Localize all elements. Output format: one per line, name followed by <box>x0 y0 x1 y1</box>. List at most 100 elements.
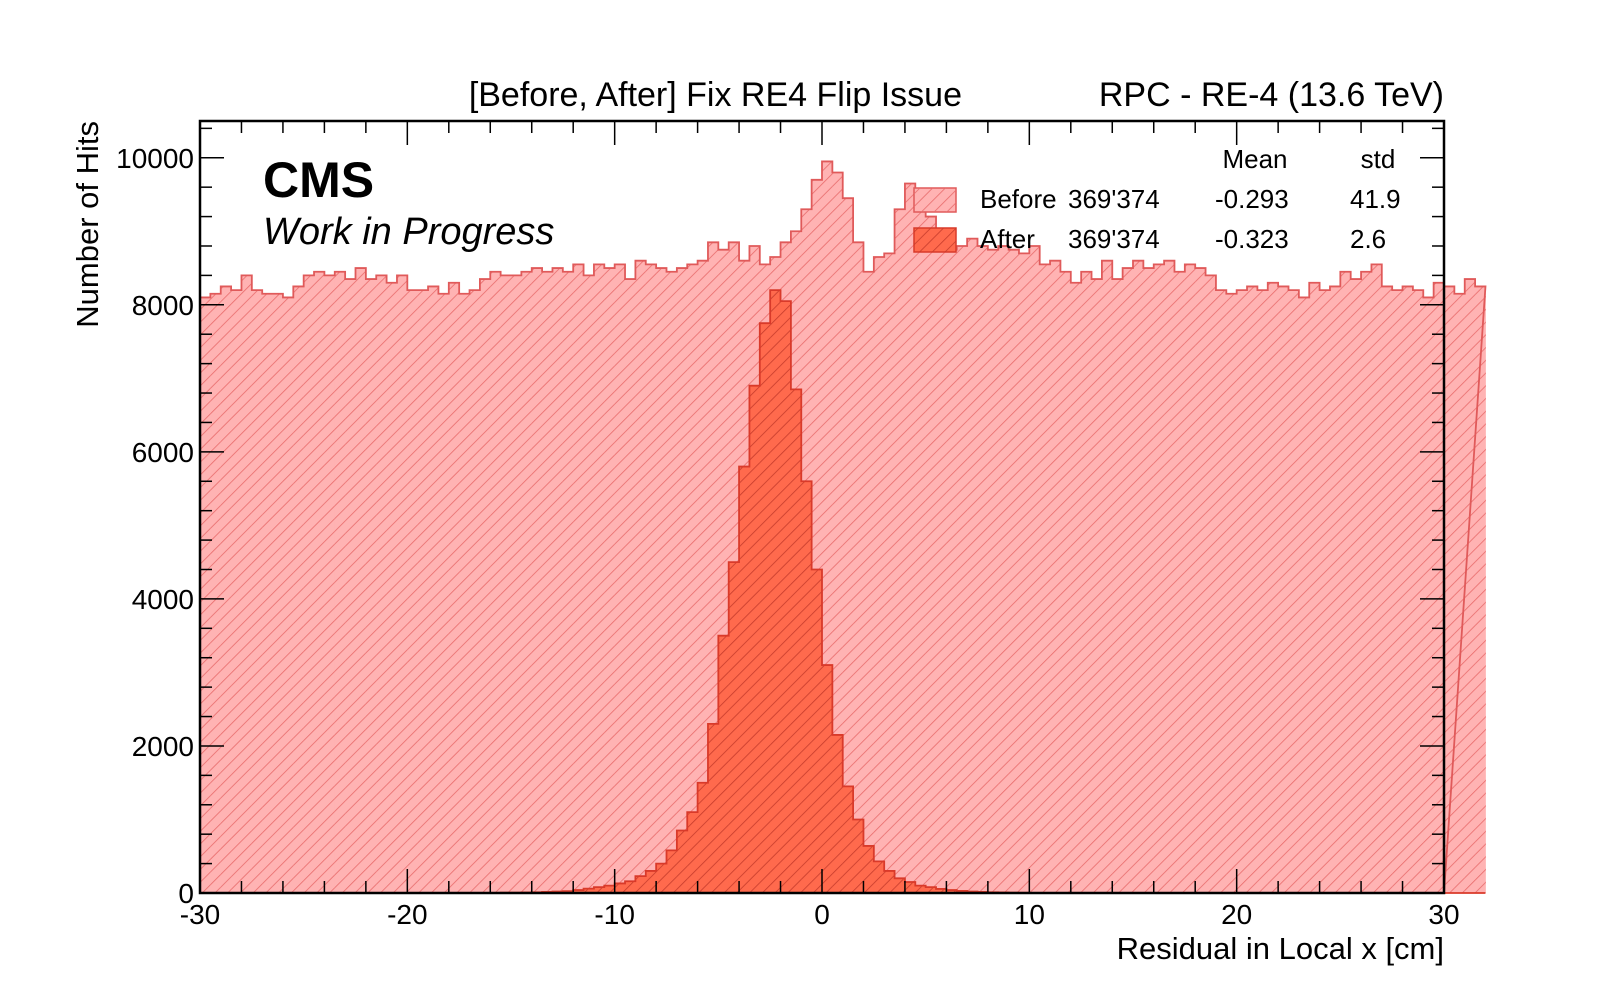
legend-entries-after: 369'374 <box>1068 224 1160 254</box>
before-bar-hatch <box>262 293 273 893</box>
y-tick-label: 6000 <box>132 437 194 468</box>
before-bar-hatch <box>925 216 937 894</box>
before-bar-hatch <box>210 293 222 893</box>
after-bar-hatch <box>770 290 781 894</box>
before-bar-hatch <box>1039 264 1051 893</box>
before-bar-hatch <box>884 253 895 894</box>
before-bar-hatch <box>687 264 698 893</box>
before-bar-hatch <box>500 275 512 893</box>
after-bar-hatch <box>842 786 854 893</box>
legend-swatch-after-hatch <box>914 228 956 252</box>
before-bar-hatch <box>614 264 626 893</box>
before-bar-hatch <box>1215 290 1227 894</box>
before-bar-hatch <box>956 245 968 893</box>
status-label: Work in Progress <box>263 211 554 253</box>
after-bar-hatch <box>666 850 678 893</box>
before-bar-hatch <box>1475 286 1486 893</box>
after-bar-hatch <box>583 888 595 893</box>
before-bar-hatch <box>1112 279 1124 894</box>
after-bar-hatch <box>593 887 605 893</box>
before-bar-hatch <box>303 275 315 893</box>
before-bar-hatch <box>1329 286 1341 893</box>
before-bar-hatch <box>1226 293 1238 893</box>
before-bar-hatch <box>1060 271 1072 893</box>
before-bar-hatch <box>894 209 906 893</box>
after-bar-hatch <box>635 876 647 893</box>
legend-label-after: After <box>980 224 1035 254</box>
y-axis-label: Number of Hits <box>70 121 105 328</box>
after-bar-hatch <box>739 466 750 893</box>
before-bar-hatch <box>200 297 211 893</box>
after-bar-hatch <box>925 887 937 893</box>
legend-entries-before: 369'374 <box>1068 184 1160 214</box>
before-bar-hatch <box>1143 268 1155 893</box>
before-bar-hatch <box>842 198 854 893</box>
before-bar-hatch <box>1195 268 1206 893</box>
after-bar-hatch <box>863 845 875 893</box>
after-bar-hatch <box>749 385 761 893</box>
before-bar-hatch <box>376 275 387 893</box>
after-bar-hatch <box>936 888 947 893</box>
before-bar-hatch <box>417 290 429 894</box>
before-bar-hatch <box>1402 286 1414 893</box>
after-bar-hatch <box>873 861 885 893</box>
before-bar-hatch <box>251 290 263 894</box>
x-axis-label: Residual in Local x [cm] <box>1117 931 1444 966</box>
before-bar-hatch <box>1340 271 1352 893</box>
y-tick-label: 0 <box>178 878 194 909</box>
before-bar-hatch <box>635 260 647 893</box>
before-bar-hatch <box>645 264 657 893</box>
x-tick-label: 20 <box>1221 899 1252 930</box>
after-bar-hatch <box>687 812 698 893</box>
before-bar-hatch <box>438 293 450 893</box>
after-bar-hatch <box>790 389 802 893</box>
before-bar-hatch <box>583 275 595 893</box>
before-bar-hatch <box>531 268 543 893</box>
before-bar-hatch <box>552 268 564 893</box>
legend-label-before: Before <box>980 184 1057 214</box>
before-bar-hatch <box>1371 264 1383 893</box>
after-bar-hatch <box>884 870 895 893</box>
before-bar-hatch <box>542 271 553 893</box>
y-tick-label: 8000 <box>132 290 194 321</box>
before-bar-hatch <box>1081 271 1092 893</box>
before-bar-hatch <box>666 271 678 893</box>
before-bar-hatch <box>355 268 367 893</box>
after-bar-hatch <box>697 782 709 893</box>
before-bar-hatch <box>1412 290 1424 894</box>
before-outline <box>199 160 1487 894</box>
before-bar-hatch <box>490 271 502 893</box>
before-bar-hatch <box>562 271 574 893</box>
before-bar-hatch <box>977 245 989 893</box>
before-bar-hatch <box>511 275 522 893</box>
before-bar-hatch <box>967 238 978 894</box>
legend-std-before: 41.9 <box>1350 184 1401 214</box>
after-bar-hatch <box>718 635 730 893</box>
y-tick-label: 10000 <box>116 143 194 174</box>
legend-header-std: std <box>1361 144 1396 174</box>
legend: Mean std Before 369'374 -0.293 41.9 Afte… <box>913 144 1401 254</box>
before-bar-hatch <box>946 249 958 893</box>
before-bar-hatch <box>718 249 730 893</box>
before-bar-hatch <box>697 260 709 893</box>
x-tick-label: -30 <box>180 899 220 930</box>
before-bar-hatch <box>915 194 927 893</box>
before-bar-hatch <box>1133 260 1144 893</box>
before-bar-hatch <box>1257 290 1269 894</box>
before-bar-hatch <box>1288 290 1300 894</box>
before-bar-hatch <box>656 268 667 893</box>
title-left: [Before, After] Fix RE4 Flip Issue <box>469 76 962 114</box>
before-bar-hatch <box>231 290 242 894</box>
before-bar-hatch <box>1464 279 1476 894</box>
before-bar-hatch <box>904 183 916 893</box>
before-bar-hatch <box>1205 275 1217 893</box>
before-bar-hatch <box>625 279 636 894</box>
legend-std-after: 2.6 <box>1350 224 1386 254</box>
before-bar-hatch <box>428 286 439 893</box>
before-bar-hatch <box>1454 293 1466 893</box>
before-bar-hatch <box>998 245 1009 893</box>
after-bar-hatch <box>656 863 667 893</box>
after-bar-hatch <box>645 870 657 893</box>
before-bar-hatch <box>573 264 584 893</box>
